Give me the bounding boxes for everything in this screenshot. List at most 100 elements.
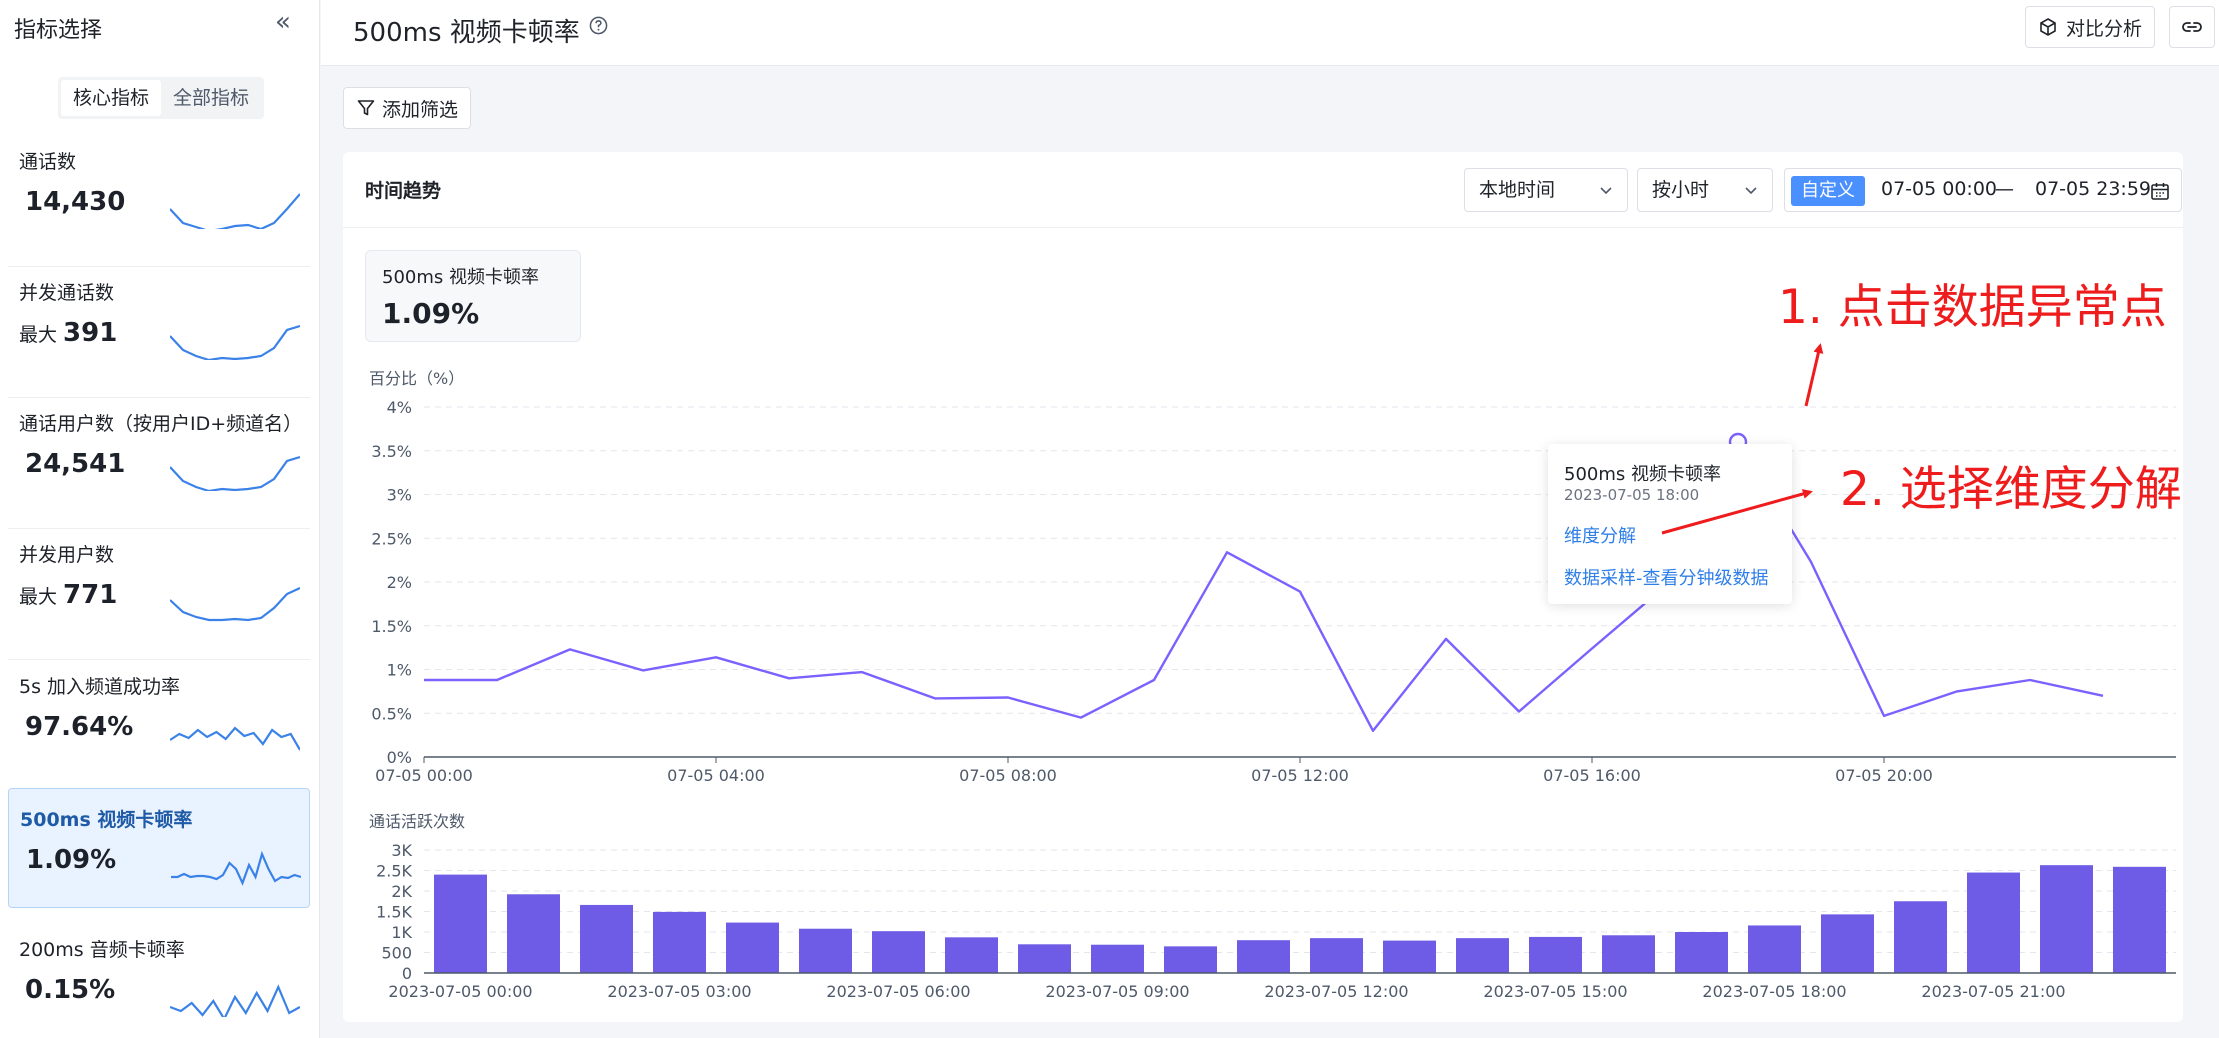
calendar-icon[interactable] <box>2150 181 2170 201</box>
bar[interactable] <box>507 894 560 973</box>
tab-all-metrics[interactable]: 全部指标 <box>173 87 250 109</box>
sidebar-title: 指标选择 <box>14 18 103 43</box>
bar[interactable] <box>1675 932 1728 973</box>
range-end[interactable]: 07-05 23:59 <box>2035 178 2152 200</box>
trend-card-header: 时间趋势 本地时间 按小时 自定义 07-05 00:00 — 07-05 23… <box>343 152 2183 228</box>
bar[interactable] <box>1164 946 1217 973</box>
metric-sparkline <box>170 324 300 360</box>
filter-icon <box>357 100 375 116</box>
divider <box>8 659 310 660</box>
sparkline-path <box>170 324 300 360</box>
bar[interactable] <box>945 937 998 973</box>
metric-value: 24,541 <box>25 449 126 479</box>
bar[interactable] <box>1456 938 1509 973</box>
x-tick-label: 07-05 20:00 <box>1835 766 1933 785</box>
bar[interactable] <box>1602 935 1655 973</box>
y-tick-label: 1% <box>387 661 412 680</box>
metric-value: 97.64% <box>25 712 134 742</box>
bar[interactable] <box>872 931 925 973</box>
metric-sparkline <box>170 726 300 751</box>
sparkline-path <box>171 850 301 886</box>
help-icon[interactable] <box>589 16 608 35</box>
x-tick-label: 2023-07-05 03:00 <box>607 982 751 1001</box>
bar[interactable] <box>726 922 779 973</box>
metric-item-concurrent-users[interactable]: 并发用户数 最大 771 <box>8 540 310 660</box>
y-tick-label: 1K <box>391 923 412 942</box>
data-point-tooltip: 500ms 视频卡顿率 2023-07-05 18:00 维度分解 数据采样-查… <box>1548 444 1792 604</box>
compare-label: 对比分析 <box>2066 17 2143 40</box>
x-tick-label: 2023-07-05 21:00 <box>1921 982 2065 1001</box>
trend-card: 时间趋势 本地时间 按小时 自定义 07-05 00:00 — 07-05 23… <box>343 152 2183 1022</box>
x-tick-label: 2023-07-05 00:00 <box>388 982 532 1001</box>
bar[interactable] <box>580 904 633 973</box>
summary-value: 1.09% <box>382 297 480 330</box>
divider <box>8 397 310 398</box>
date-range-picker[interactable]: 自定义 07-05 00:00 — 07-05 23:59 <box>1784 168 2182 212</box>
bar[interactable] <box>1383 940 1436 973</box>
link-icon <box>2182 22 2202 32</box>
timezone-value: 本地时间 <box>1479 179 1556 201</box>
bar[interactable] <box>1967 872 2020 973</box>
x-tick-label: 07-05 08:00 <box>959 766 1057 785</box>
metric-name: 200ms 音频卡顿率 <box>19 939 185 961</box>
bar[interactable] <box>653 911 706 973</box>
metric-name: 并发通话数 <box>19 282 115 304</box>
y-tick-label: 3% <box>387 486 412 505</box>
bar[interactable] <box>2040 865 2093 973</box>
y-tick-label: 1.5% <box>371 617 412 636</box>
bar[interactable] <box>1529 936 1582 973</box>
range-separator: — <box>1995 178 2014 200</box>
metric-name: 通话用户数（按用户ID+频道名） <box>19 413 303 435</box>
y-tick-label: 0% <box>387 748 412 767</box>
bar[interactable] <box>2113 866 2166 973</box>
tab-core-metrics[interactable]: 核心指标 <box>61 80 162 116</box>
bar[interactable] <box>1310 938 1363 973</box>
bar[interactable] <box>1821 914 1874 973</box>
sparkline-path <box>170 193 300 229</box>
metric-item-call-users[interactable]: 通话用户数（按用户ID+频道名） 24,541 <box>8 409 310 529</box>
bar[interactable] <box>1894 901 1947 973</box>
metric-item-audio-stall[interactable]: 200ms 音频卡顿率 0.15% <box>8 935 310 1038</box>
x-tick-label: 2023-07-05 15:00 <box>1483 982 1627 1001</box>
bar[interactable] <box>1748 925 1801 973</box>
metric-item-join-success[interactable]: 5s 加入频道成功率 97.64% <box>8 672 310 792</box>
tooltip-time: 2023-07-05 18:00 <box>1564 486 1700 504</box>
y-tick-label: 0.5% <box>371 704 412 723</box>
range-start[interactable]: 07-05 00:00 <box>1881 178 1998 200</box>
compare-analysis-button[interactable]: 对比分析 <box>2025 6 2156 48</box>
y-tick-label: 0 <box>402 964 412 983</box>
bar[interactable] <box>1091 944 1144 973</box>
cube-icon <box>2040 18 2056 36</box>
y-tick-label: 2.5K <box>376 862 412 881</box>
bar[interactable] <box>434 874 487 973</box>
page-title: 500ms 视频卡顿率 <box>353 18 580 48</box>
metric-item-concurrent-calls[interactable]: 并发通话数 最大 391 <box>8 278 310 398</box>
custom-range-tag[interactable]: 自定义 <box>1791 176 1865 206</box>
metric-sparkline <box>170 193 300 229</box>
add-filter-button[interactable]: 添加筛选 <box>343 87 472 129</box>
y-tick-label: 2% <box>387 573 412 592</box>
bar[interactable] <box>1237 940 1290 973</box>
y-tick-label: 2K <box>391 882 412 901</box>
divider <box>8 528 310 529</box>
share-link-button[interactable] <box>2169 6 2215 48</box>
metric-item-video-stall[interactable]: 500ms 视频卡顿率 1.09% <box>8 788 310 908</box>
collapse-sidebar-icon[interactable]: « <box>275 7 291 37</box>
metric-item-calls[interactable]: 通话数 14,430 <box>8 147 310 267</box>
bar[interactable] <box>1018 944 1071 973</box>
sparkline-path <box>170 984 300 1017</box>
granularity-select[interactable]: 按小时 <box>1637 168 1773 212</box>
chevron-down-icon <box>1600 187 1612 195</box>
annotation-step2: 2. 选择维度分解 <box>1840 462 2182 517</box>
line-y-axis-label: 百分比（%） <box>369 369 464 388</box>
y-tick-label: 1.5K <box>376 903 412 922</box>
minute-sampling-link[interactable]: 数据采样-查看分钟级数据 <box>1564 568 1769 589</box>
bar[interactable] <box>799 928 852 973</box>
metric-sparkline <box>170 455 300 491</box>
dimension-breakdown-link[interactable]: 维度分解 <box>1564 526 1636 547</box>
timezone-select[interactable]: 本地时间 <box>1464 168 1628 212</box>
metric-value: 最大 771 <box>19 580 118 610</box>
x-tick-label: 07-05 12:00 <box>1251 766 1349 785</box>
y-tick-label: 2.5% <box>371 529 412 548</box>
